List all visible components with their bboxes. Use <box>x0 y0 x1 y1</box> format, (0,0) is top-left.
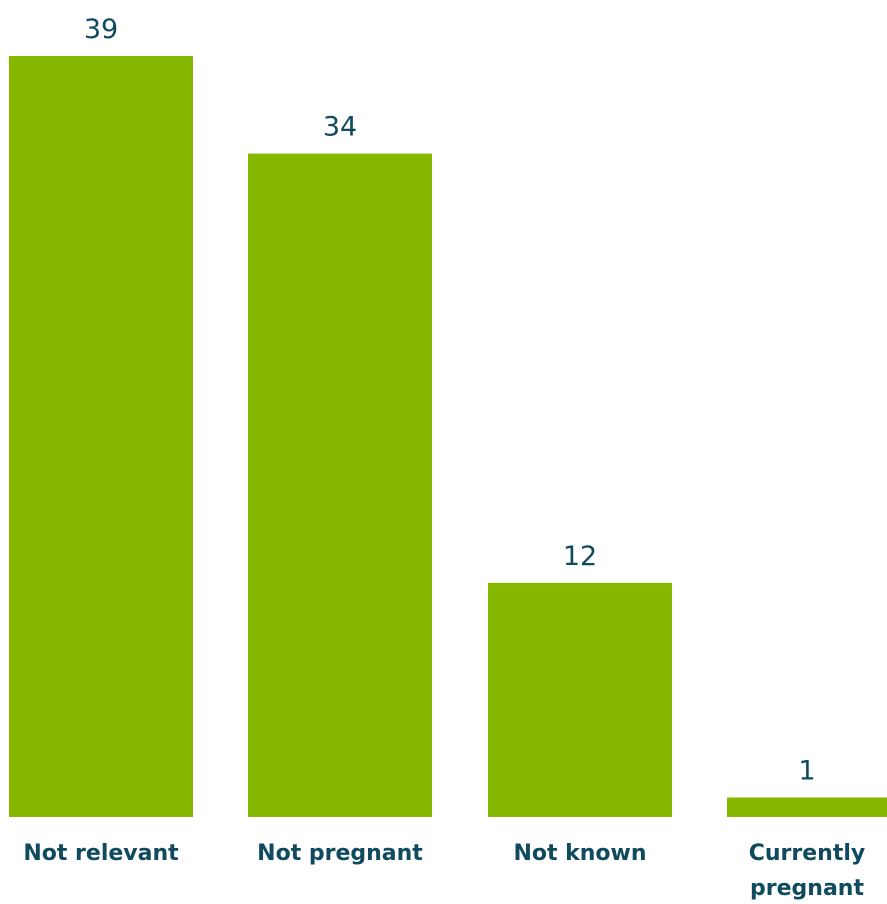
value-label-3: 1 <box>798 755 815 786</box>
value-label-1: 34 <box>323 112 357 143</box>
category-label-2-line-0: Not known <box>513 841 646 866</box>
category-label-0-line-0: Not relevant <box>23 841 179 866</box>
bar-1 <box>248 153 432 818</box>
value-labels-group: 39 34 12 1 <box>84 14 816 786</box>
bars-group <box>9 56 887 818</box>
category-label-3-line-1: pregnant <box>750 876 864 901</box>
value-label-2: 12 <box>563 541 597 572</box>
category-labels-group: Not relevant Not pregnant Not known Current… <box>23 841 865 901</box>
bar-3 <box>727 797 887 817</box>
value-label-0: 39 <box>84 14 118 45</box>
category-label-1-line-0: Not pregnant <box>257 841 423 866</box>
bar-0 <box>9 56 193 817</box>
bar-2 <box>488 582 672 817</box>
category-label-3-line-0: Currently <box>749 841 866 866</box>
